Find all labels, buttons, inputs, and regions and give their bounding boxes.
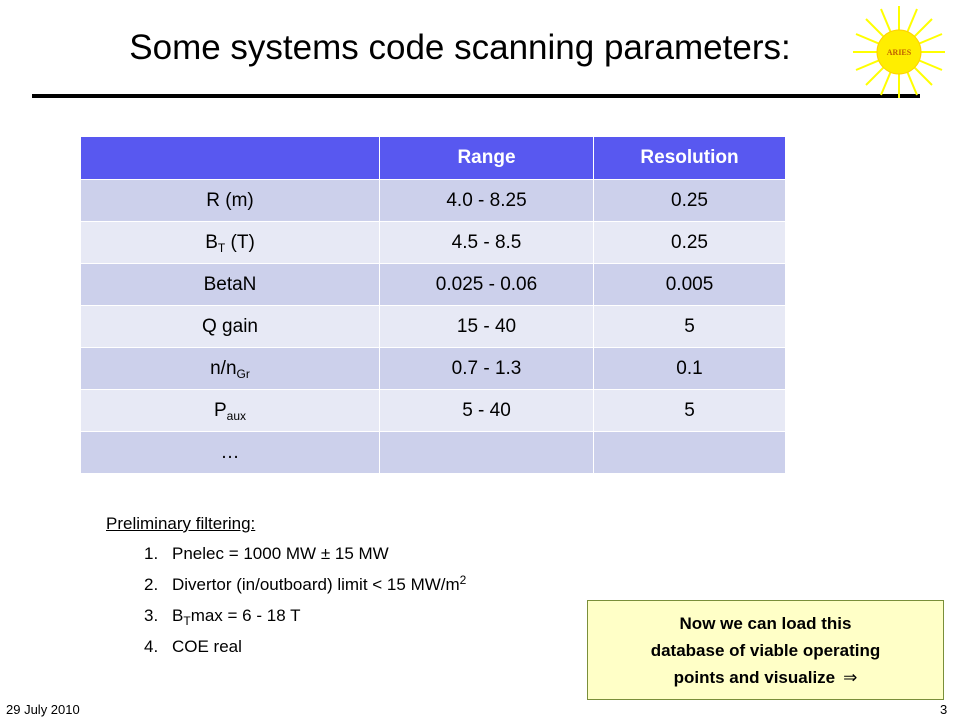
- param-cell: n/nGr: [80, 347, 380, 390]
- resolution-cell: 0.005: [593, 263, 786, 306]
- range-cell: 4.0 - 8.25: [379, 179, 594, 222]
- parameters-table: Range Resolution R (m) 4.0 - 8.25 0.25 B…: [80, 136, 786, 474]
- list-text: Divertor (in/outboard) limit < 15 MW/m2: [172, 573, 467, 594]
- resolution-cell: 0.25: [593, 221, 786, 264]
- param-cell: BT (T): [80, 221, 380, 264]
- range-cell: [379, 431, 594, 474]
- list-number: 4.: [144, 637, 159, 656]
- list-number: 3.: [144, 606, 159, 625]
- callout-text: Now we can load this database of viable …: [650, 613, 881, 687]
- param-cell: BetaN: [80, 263, 380, 306]
- filtering-list: 1. Pnelec = 1000 MW ± 15 MW 2. Divertor …: [144, 544, 466, 668]
- header-cell-resolution: Resolution: [593, 136, 786, 180]
- title-underline: [32, 94, 920, 98]
- filtering-heading: Preliminary filtering:: [106, 514, 256, 533]
- header-cell-param: [80, 136, 380, 180]
- range-cell: 4.5 - 8.5: [379, 221, 594, 264]
- list-item: 2. Divertor (in/outboard) limit < 15 MW/…: [144, 573, 467, 606]
- sun-logo-icon: ARIES: [853, 6, 945, 98]
- table-header-row: Range Resolution: [80, 136, 786, 180]
- footer-date: 29 July 2010: [6, 702, 80, 717]
- table-row: Paux 5 - 40 5: [80, 389, 786, 432]
- table-row: …: [80, 431, 786, 474]
- list-text: COE real: [172, 637, 242, 656]
- param-cell: R (m): [80, 179, 380, 222]
- table-row: n/nGr 0.7 - 1.3 0.1: [80, 347, 786, 390]
- logo-text: ARIES: [887, 48, 912, 57]
- table-row: R (m) 4.0 - 8.25 0.25: [80, 179, 786, 222]
- list-text: BTmax = 6 - 18 T: [172, 606, 301, 628]
- page-number: 3: [940, 702, 948, 717]
- resolution-cell: 5: [593, 305, 786, 348]
- param-cell: Q gain: [80, 305, 380, 348]
- table-row: BT (T) 4.5 - 8.5 0.25: [80, 221, 786, 264]
- callout-box: Now we can load this database of viable …: [587, 600, 944, 700]
- header-cell-range: Range: [379, 136, 594, 180]
- table-row: Q gain 15 - 40 5: [80, 305, 786, 348]
- param-cell: Paux: [80, 389, 380, 432]
- list-item: 1. Pnelec = 1000 MW ± 15 MW: [144, 544, 466, 575]
- range-cell: 15 - 40: [379, 305, 594, 348]
- sun-disc: [876, 29, 922, 75]
- range-cell: 5 - 40: [379, 389, 594, 432]
- param-cell: …: [80, 431, 380, 474]
- range-cell: 0.025 - 0.06: [379, 263, 594, 306]
- list-number: 2.: [144, 575, 159, 594]
- slide-title: Some systems code scanning parameters:: [129, 28, 791, 67]
- list-number: 1.: [144, 544, 159, 563]
- resolution-cell: [593, 431, 786, 474]
- resolution-cell: 0.1: [593, 347, 786, 390]
- range-cell: 0.7 - 1.3: [379, 347, 594, 390]
- right-arrow-icon: ⇒: [843, 667, 858, 687]
- list-item: 4. COE real: [144, 637, 466, 668]
- resolution-cell: 5: [593, 389, 786, 432]
- list-text: Pnelec = 1000 MW ± 15 MW: [172, 544, 389, 563]
- table-row: BetaN 0.025 - 0.06 0.005: [80, 263, 786, 306]
- resolution-cell: 0.25: [593, 179, 786, 222]
- list-item: 3. BTmax = 6 - 18 T: [144, 606, 466, 637]
